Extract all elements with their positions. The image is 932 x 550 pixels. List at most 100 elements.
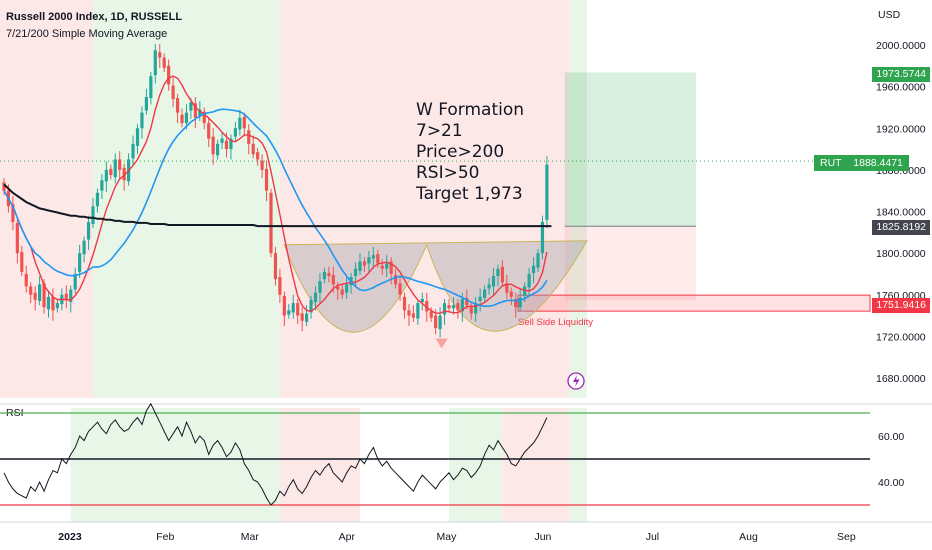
rsi-regime-band <box>449 408 503 522</box>
candle <box>278 277 282 295</box>
candle <box>29 286 33 295</box>
time-tick-label: 2023 <box>58 531 82 543</box>
candle <box>238 117 242 130</box>
note-line: Price>200 <box>416 142 505 162</box>
candle <box>144 97 148 111</box>
note-line: Target 1,973 <box>416 184 523 204</box>
candle <box>416 303 420 319</box>
candle <box>305 313 309 322</box>
candle <box>86 221 91 240</box>
candle <box>33 292 37 300</box>
candle <box>251 143 255 155</box>
candle <box>273 253 278 280</box>
time-tick-label: Sep <box>837 531 856 543</box>
candle <box>478 296 482 301</box>
target-price-tag: 1973.5744 <box>872 67 930 82</box>
candle <box>24 273 28 287</box>
candle <box>420 298 424 303</box>
candle <box>11 204 15 222</box>
candle <box>171 85 175 100</box>
symbol-label: RUT 1888.4471 <box>814 155 909 171</box>
candle <box>442 303 447 315</box>
candle <box>505 283 509 293</box>
candle <box>398 283 402 295</box>
candle <box>73 273 77 290</box>
candle <box>184 112 189 124</box>
candle <box>220 138 224 143</box>
candle <box>313 292 318 303</box>
candle <box>456 303 460 311</box>
candle <box>318 281 322 293</box>
down-arrow-icon <box>435 338 448 349</box>
candle <box>362 261 367 266</box>
candle <box>376 254 380 264</box>
symbol-text: RUT <box>820 157 842 169</box>
regime-band <box>0 0 93 398</box>
candle <box>523 286 527 296</box>
candle <box>233 128 237 137</box>
candle <box>118 159 122 170</box>
candle <box>2 182 6 191</box>
liquidity-label: Sell Side Liquidity <box>518 317 593 328</box>
price-tick-label: 1840.0000 <box>876 207 926 219</box>
candle <box>100 180 104 191</box>
price-tick-label: 2000.0000 <box>876 40 926 52</box>
candle <box>367 257 371 264</box>
candle <box>122 167 126 181</box>
candle <box>540 221 545 254</box>
sma7-line <box>3 75 548 314</box>
candle <box>496 268 500 277</box>
last-price-value: 1888.4471 <box>853 157 903 169</box>
candle <box>358 261 362 271</box>
candle <box>469 307 473 314</box>
candle <box>153 50 157 76</box>
candle <box>300 313 304 321</box>
candle <box>104 169 108 182</box>
note-line: 7>21 <box>416 121 463 141</box>
candle <box>460 298 464 312</box>
candle <box>487 284 491 289</box>
note-line: W Formation <box>416 100 525 120</box>
candle <box>229 138 233 150</box>
regime-band <box>93 0 280 398</box>
note-line: RSI>50 <box>416 163 480 183</box>
candle <box>491 276 496 287</box>
liquidity-box <box>517 294 871 312</box>
regime-band <box>279 0 570 398</box>
candle <box>474 303 478 314</box>
candle <box>536 253 540 268</box>
candle <box>514 298 518 308</box>
candle <box>224 140 229 150</box>
candle <box>82 240 86 255</box>
price-tick-label: 1680.0000 <box>876 373 926 385</box>
candle <box>264 168 269 191</box>
flash-icon <box>573 375 580 387</box>
candle <box>340 289 344 295</box>
sma21-line <box>3 108 548 307</box>
candle <box>345 284 349 293</box>
liquidity-price-tag: 1751.9416 <box>872 298 930 313</box>
candle <box>287 310 291 315</box>
candle <box>371 255 375 259</box>
candle <box>336 286 340 290</box>
candle <box>69 289 73 303</box>
candle <box>158 52 162 58</box>
candle <box>407 310 411 316</box>
candle <box>531 265 536 273</box>
candle <box>140 112 144 129</box>
candle <box>207 123 211 139</box>
price-tick-label: 1720.0000 <box>876 331 926 343</box>
candle <box>465 297 469 306</box>
candle <box>309 299 313 313</box>
candle <box>394 274 398 285</box>
stop-zone <box>564 226 696 300</box>
price-tick-label: 1960.0000 <box>876 82 926 94</box>
time-tick-label: Jun <box>534 531 551 543</box>
candle <box>385 263 389 269</box>
candle <box>242 116 246 129</box>
candle <box>198 109 202 117</box>
candle <box>162 57 166 68</box>
candle <box>327 272 331 277</box>
